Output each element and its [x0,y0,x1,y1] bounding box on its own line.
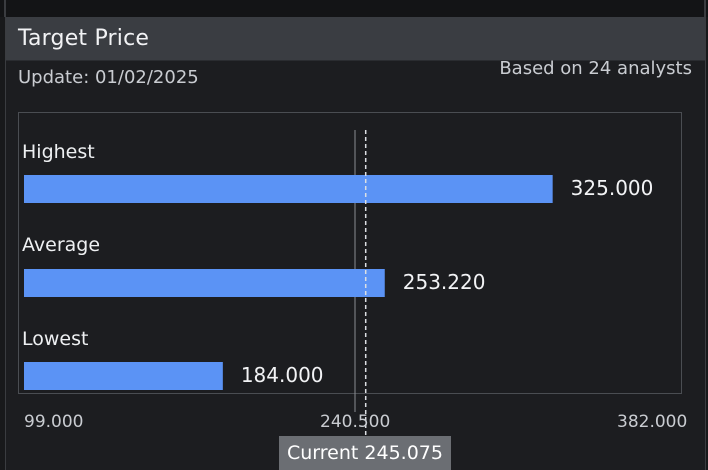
value-label-average: 253.220 [403,270,486,294]
top-strip [0,0,708,17]
panel-edge-left [4,0,6,17]
category-label-lowest: Lowest [22,328,89,350]
x-tick-mid: 240.500 [320,412,391,432]
panel-header: Target Price [6,17,705,61]
x-tick-min: 99.000 [24,412,84,432]
bar-average [24,269,385,297]
update-date: Update: 01/02/2025 [18,67,199,88]
value-label-lowest: 184.000 [241,363,324,387]
category-label-average: Average [22,234,101,256]
analyst-count: Based on 24 analysts [499,58,692,79]
panel-edge-right [704,0,706,17]
bar-lowest [24,362,223,390]
x-tick-max: 382.000 [617,412,688,432]
value-label-highest: 325.000 [571,176,654,200]
panel-title: Target Price [18,26,150,51]
category-label-highest: Highest [22,141,95,163]
bar-highest [24,175,553,203]
current-price-badge: Current 245.075 [279,436,451,470]
plot-frame [18,112,682,394]
